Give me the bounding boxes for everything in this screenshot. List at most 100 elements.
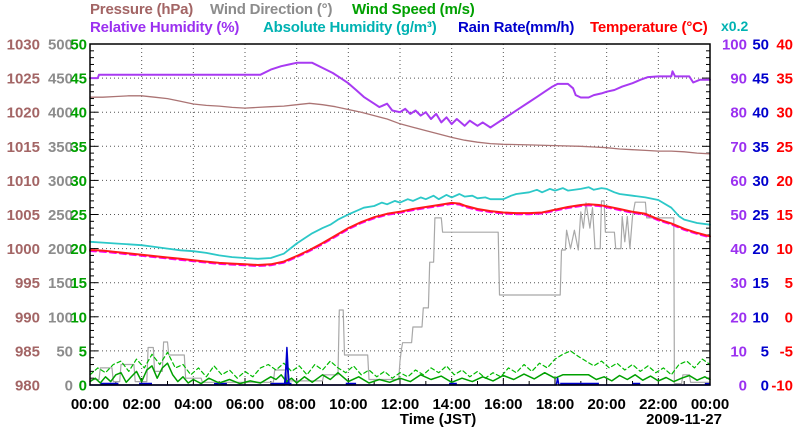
y-tick-label-temperature: -5 — [780, 343, 793, 360]
y-tick-label-temperature: 20 — [776, 173, 793, 190]
x-tick-label: 00:00 — [71, 396, 109, 413]
x-tick-label: 12:00 — [381, 396, 419, 413]
y-tick-label-rain-rate: 5 — [761, 343, 769, 360]
y-tick-label-wind-direction: 0 — [65, 378, 73, 395]
y-tick-label-wind-speed: 45 — [70, 71, 87, 88]
y-tick-label-temperature: 35 — [776, 71, 793, 88]
y-tick-label-temperature: 0 — [785, 309, 793, 326]
y-tick-label-rain-rate: 35 — [752, 139, 769, 156]
y-tick-label-rel-humidity: 0 — [739, 378, 747, 395]
y-tick-label-wind-direction: 150 — [48, 275, 73, 292]
y-tick-label-wind-speed: 5 — [79, 343, 87, 360]
y-tick-label-rain-rate: 0 — [761, 378, 769, 395]
x-tick-label: 04:00 — [174, 396, 212, 413]
y-tick-label-rel-humidity: 100 — [722, 37, 747, 54]
date-label: 2009-11-27 — [646, 411, 722, 428]
y-tick-label-temperature: 40 — [776, 37, 793, 54]
series-wind-speed — [89, 362, 711, 385]
y-tick-label-rel-humidity: 90 — [730, 71, 747, 88]
y-tick-label-wind-speed: 15 — [70, 275, 87, 292]
y-tick-label-temperature: 25 — [776, 139, 793, 156]
y-tick-label-pressure: 1025 — [7, 71, 40, 88]
y-tick-label-wind-direction: 250 — [48, 207, 73, 224]
y-tick-label-rel-humidity: 70 — [730, 139, 747, 156]
x-axis-label: Time (JST) — [399, 411, 477, 428]
x-tick-label: 14:00 — [432, 396, 470, 413]
series-absolute-humidity — [89, 186, 711, 260]
y-tick-label-pressure: 1005 — [7, 207, 40, 224]
y-tick-label-wind-speed: 30 — [70, 173, 87, 190]
series-relative-humidity — [89, 61, 711, 129]
series-pressure — [89, 95, 711, 155]
series-wind-direction — [89, 200, 711, 385]
y-tick-label-pressure: 1010 — [7, 173, 40, 190]
y-tick-label-rain-rate: 40 — [752, 105, 769, 122]
y-tick-label-temperature: -10 — [771, 378, 793, 395]
x-tick-label: 00:00 — [691, 396, 729, 413]
y-tick-label-pressure: 995 — [15, 275, 40, 292]
y-tick-label-rain-rate: 20 — [752, 241, 769, 258]
y-tick-label-wind-direction: 200 — [48, 241, 73, 258]
y-tick-label-wind-direction: 350 — [48, 139, 73, 156]
abs-humidity-multiplier-note: x0.2 — [721, 18, 749, 34]
y-tick-label-wind-direction: 500 — [48, 37, 73, 54]
legend-wind-speed: Wind Speed (m/s) — [352, 1, 475, 18]
x-tick-label: 02:00 — [122, 396, 160, 413]
y-tick-label-pressure: 1020 — [7, 105, 40, 122]
y-tick-label-rain-rate: 30 — [752, 173, 769, 190]
y-tick-label-wind-direction: 300 — [48, 173, 73, 190]
legend-temperature: Temperature (°C) — [590, 19, 708, 36]
y-tick-label-wind-speed: 10 — [70, 309, 87, 326]
y-tick-label-rain-rate: 45 — [752, 71, 769, 88]
y-tick-label-temperature: 5 — [785, 275, 793, 292]
legend-relative-humidity: Relative Humidity (%) — [90, 19, 240, 36]
y-tick-label-pressure: 985 — [15, 343, 40, 360]
y-tick-label-temperature: 15 — [776, 207, 793, 224]
y-tick-label-rel-humidity: 40 — [730, 241, 747, 258]
y-tick-label-wind-speed: 20 — [70, 241, 87, 258]
y-tick-label-pressure: 990 — [15, 309, 40, 326]
y-tick-label-wind-direction: 100 — [48, 309, 73, 326]
y-tick-label-wind-speed: 25 — [70, 207, 87, 224]
x-tick-label: 16:00 — [484, 396, 522, 413]
x-tick-label: 22:00 — [639, 396, 677, 413]
plot-frame — [89, 43, 711, 386]
y-tick-label-rel-humidity: 20 — [730, 309, 747, 326]
y-tick-label-pressure: 1015 — [7, 139, 40, 156]
y-tick-label-wind-direction: 50 — [56, 343, 73, 360]
y-tick-label-wind-direction: 400 — [48, 105, 73, 122]
x-tick-label: 20:00 — [587, 396, 625, 413]
legend-absolute-humidity: Absolute Humidity (g/m³) — [263, 19, 437, 36]
y-tick-label-wind-speed: 50 — [70, 37, 87, 54]
legend-wind-direction: Wind Direction (°) — [210, 1, 333, 18]
y-tick-label-wind-speed: 0 — [79, 378, 87, 395]
y-tick-label-wind-speed: 40 — [70, 105, 87, 122]
y-tick-label-rain-rate: 10 — [752, 309, 769, 326]
x-tick-label: 18:00 — [536, 396, 574, 413]
y-tick-label-wind-direction: 450 — [48, 71, 73, 88]
y-tick-label-pressure: 1000 — [7, 241, 40, 258]
series-wind-speed-gust-dashed — [89, 350, 711, 379]
y-tick-label-rel-humidity: 60 — [730, 173, 747, 190]
legend-pressure: Pressure (hPa) — [90, 1, 194, 18]
y-tick-label-pressure: 980 — [15, 378, 40, 395]
y-tick-label-rel-humidity: 80 — [730, 105, 747, 122]
y-tick-label-rain-rate: 50 — [752, 37, 769, 54]
legend-rain-rate: Rain Rate(mm/h) — [458, 19, 575, 36]
series-temperature — [89, 201, 711, 266]
y-tick-label-rel-humidity: 50 — [730, 207, 747, 224]
y-tick-label-pressure: 1030 — [7, 37, 40, 54]
y-tick-label-rel-humidity: 10 — [730, 343, 747, 360]
y-tick-label-temperature: 10 — [776, 241, 793, 258]
y-tick-label-rel-humidity: 30 — [730, 275, 747, 292]
y-tick-label-rain-rate: 25 — [752, 207, 769, 224]
x-tick-label: 10:00 — [329, 396, 367, 413]
x-tick-label: 08:00 — [277, 396, 315, 413]
x-tick-label: 06:00 — [226, 396, 264, 413]
series-temperature-second-sensor-magenta-dashed — [89, 202, 711, 267]
y-tick-label-temperature: 30 — [776, 105, 793, 122]
y-tick-label-rain-rate: 15 — [752, 275, 769, 292]
y-tick-label-wind-speed: 35 — [70, 139, 87, 156]
